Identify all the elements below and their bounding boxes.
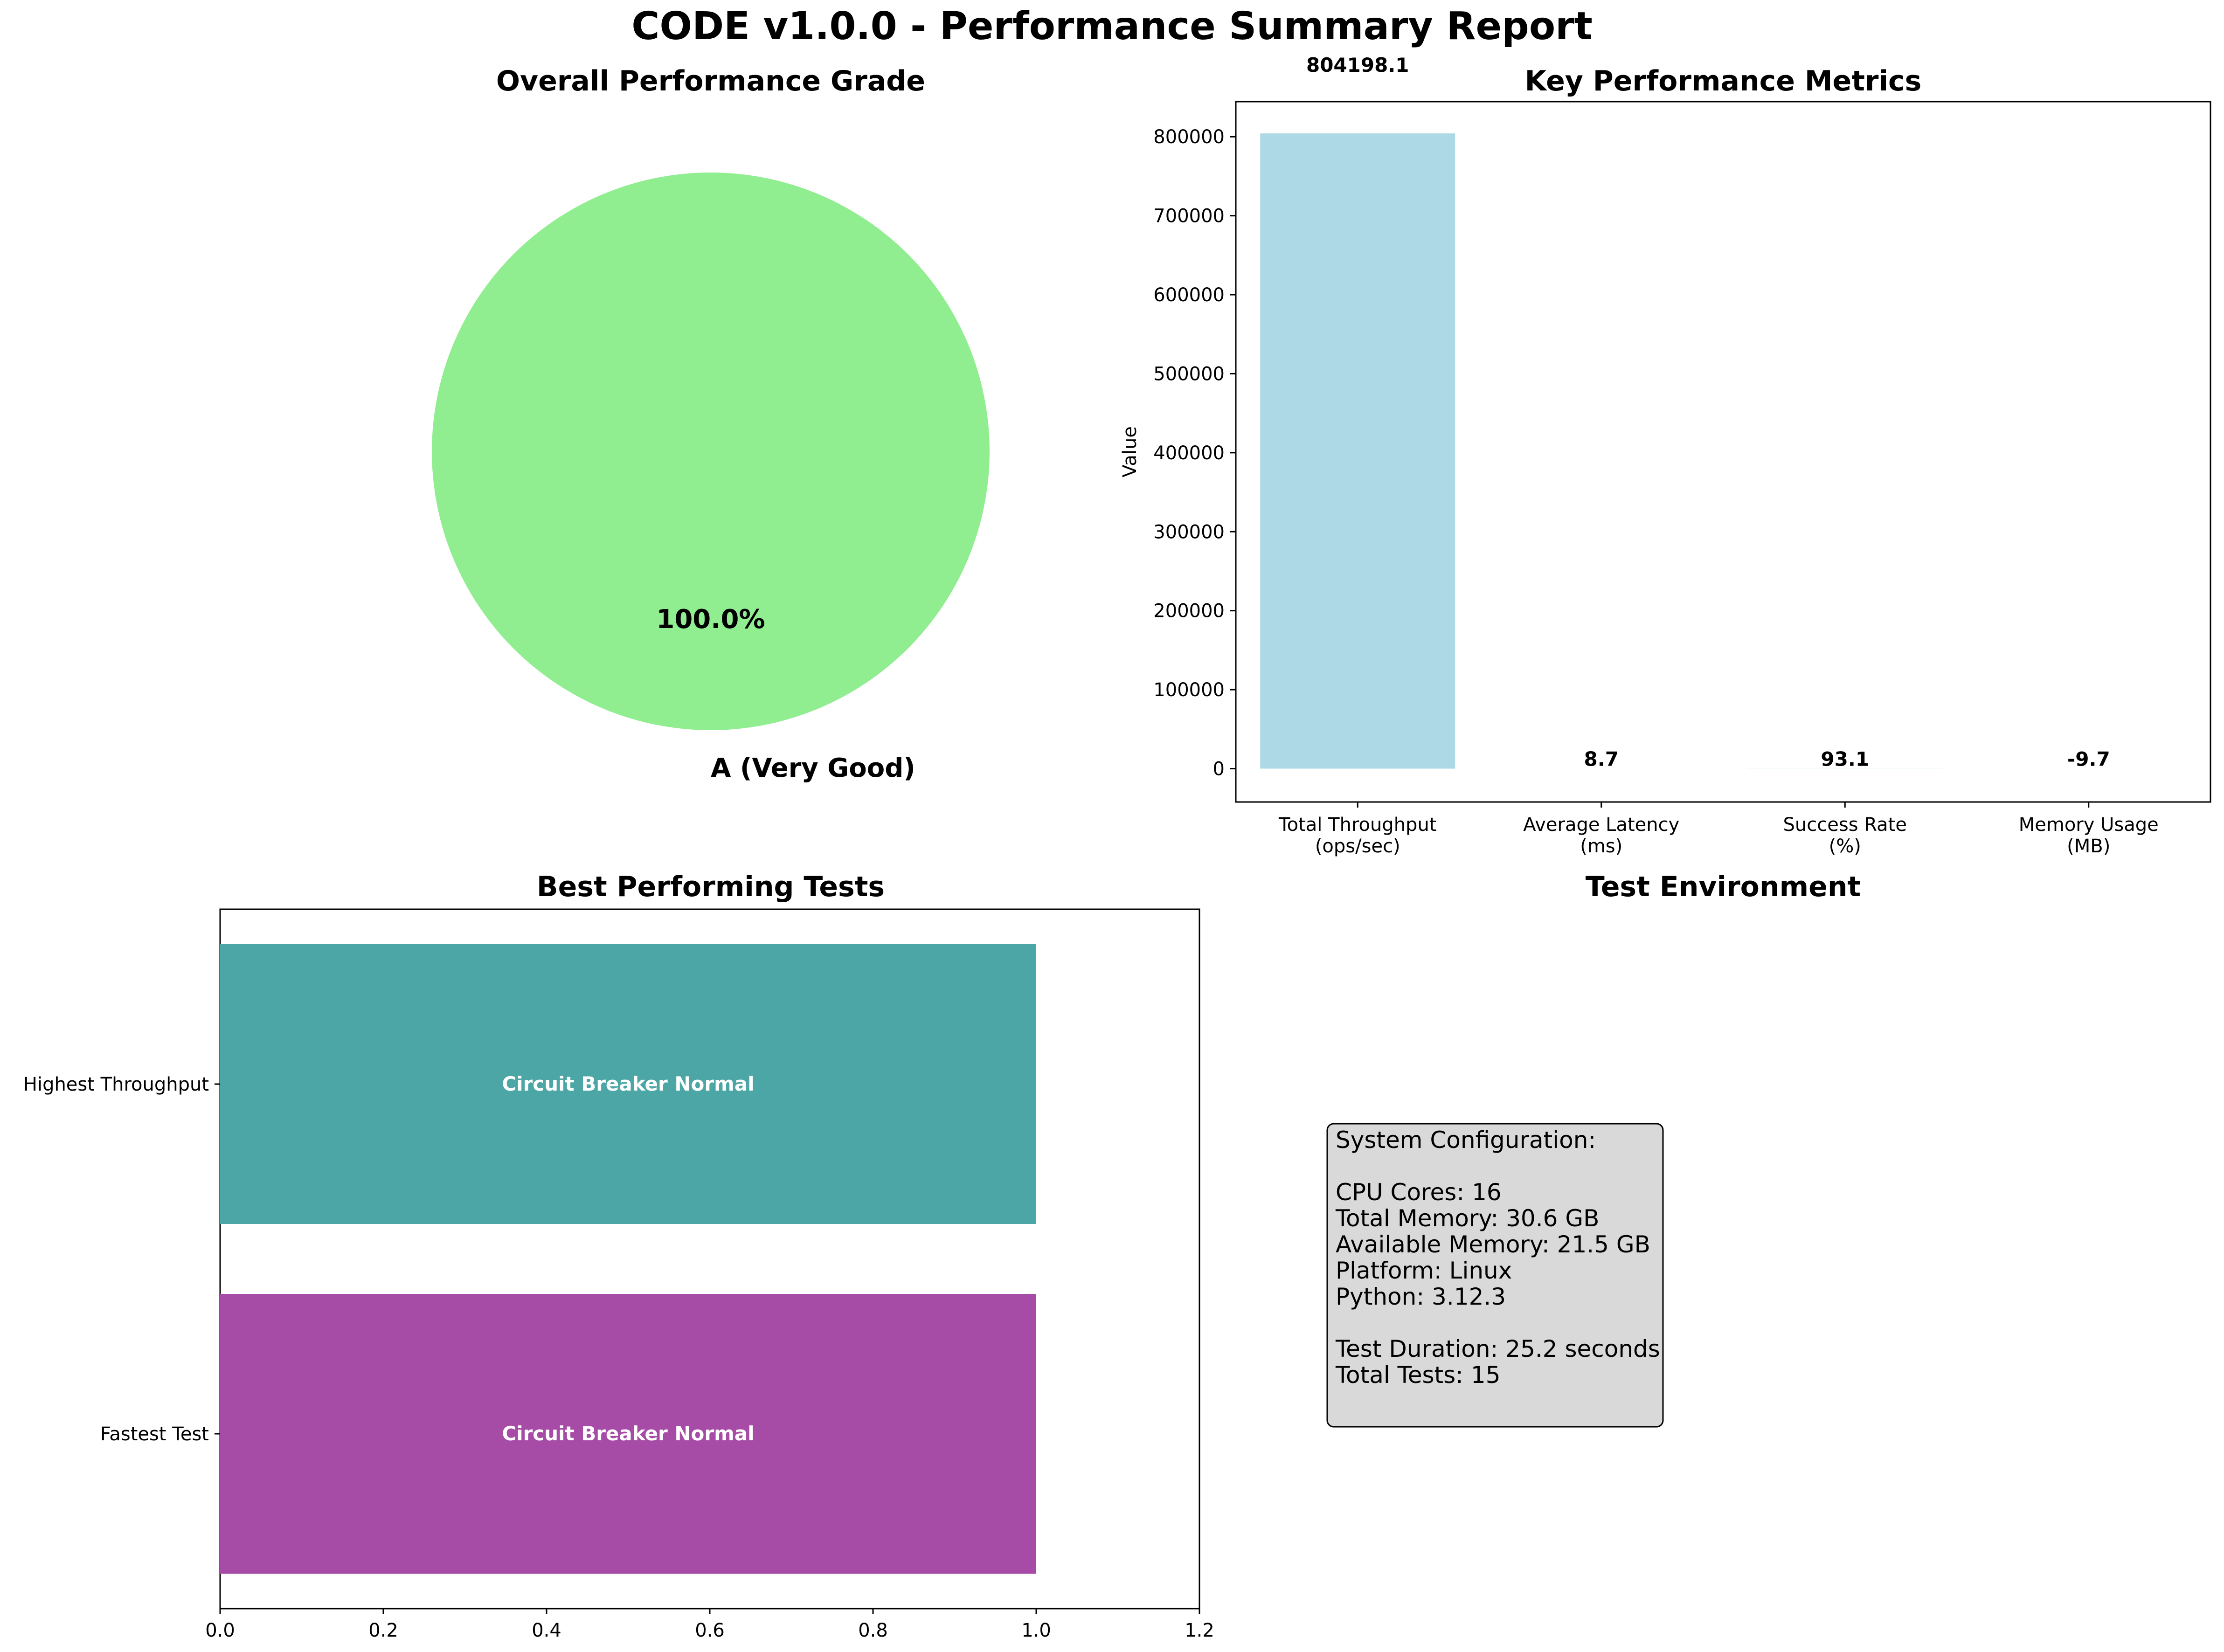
best-tests-x-tick-label: 0.2: [368, 1620, 398, 1641]
best-tests-bar: [220, 944, 1036, 1224]
best-tests-bar-label: Circuit Breaker Normal: [502, 1422, 754, 1445]
pie-pct-label: 100.0%: [656, 604, 765, 635]
metrics-bar-chart-panel: Key Performance Metrics Value 0 100000 200…: [1119, 54, 2211, 857]
environment-line: System Configuration:: [1336, 1127, 1596, 1154]
environment-line: Platform: Linux: [1336, 1257, 1512, 1284]
best-tests-x-tick-label: 1.2: [1185, 1620, 1214, 1641]
environment-line: Test Duration: 25.2 seconds: [1335, 1335, 1660, 1362]
environment-line: Available Memory: 21.5 GB: [1336, 1231, 1650, 1258]
best-tests-x-tick-label: 0.0: [205, 1620, 235, 1641]
best-tests-x-tick-label: 0.8: [858, 1620, 888, 1641]
metrics-plot-frame: [1235, 101, 2211, 803]
metrics-bar-value-label: -9.7: [2067, 747, 2110, 770]
pie-chart-title: Overall Performance Grade: [496, 65, 925, 97]
best-tests-x-tick-label: 1.0: [1021, 1620, 1051, 1641]
best-tests-y-tick-label: Highest Throughput: [23, 1074, 209, 1095]
test-environment-panel: Test Environment System Configuration: CP…: [1326, 871, 1861, 1428]
metrics-y-tick-label: 100000: [1153, 679, 1225, 701]
metrics-bar: [1260, 133, 1455, 769]
metrics-y-axis-label: Value: [1119, 426, 1141, 477]
metrics-x-tick-label: Memory Usage (MB): [2019, 814, 2159, 857]
report-title: CODE v1.0.0 - Performance Summary Report: [631, 4, 1593, 48]
best-tests-bar: [220, 1294, 1036, 1574]
metrics-bar-value-label: 804198.1: [1306, 54, 1409, 76]
metrics-y-tick-label: 700000: [1153, 206, 1225, 227]
metrics-x-tick-label: Success Rate (%): [1783, 814, 1907, 857]
best-tests-y-tick-label: Fastest Test: [100, 1424, 209, 1445]
best-tests-bar-label: Circuit Breaker Normal: [502, 1072, 754, 1095]
best-tests-x-tick-label: 0.6: [695, 1620, 725, 1641]
best-tests-chart-title: Best Performing Tests: [537, 871, 885, 903]
environment-line: Python: 3.12.3: [1336, 1283, 1506, 1310]
metrics-y-tick-label: 400000: [1153, 442, 1225, 464]
environment-line: Total Tests: 15: [1335, 1362, 1501, 1389]
metrics-y-tick-label: 500000: [1153, 363, 1225, 385]
metrics-y-tick-label: 800000: [1153, 126, 1225, 148]
best-tests-chart-panel: Best Performing Tests 0.0 0.2 0.4 0.6 0.8 1.0…: [23, 871, 1214, 1641]
metrics-x-tick-label: Total Throughput (ops/sec): [1278, 814, 1436, 857]
environment-line: Total Memory: 30.6 GB: [1335, 1205, 1599, 1232]
environment-line: CPU Cores: 16: [1336, 1179, 1502, 1206]
metrics-y-tick-label: 200000: [1153, 601, 1225, 622]
pie-chart-panel: Overall Performance Grade 100.0% A (Very …: [432, 65, 990, 783]
metrics-chart-title: Key Performance Metrics: [1525, 65, 1922, 97]
test-environment-title: Test Environment: [1586, 871, 1861, 903]
environment-info-box: [1326, 1123, 1664, 1428]
metrics-bar-value-label: 8.7: [1584, 747, 1619, 770]
metrics-y-tick-label: 0: [1213, 758, 1225, 780]
pie-slice-label: A (Very Good): [711, 753, 915, 783]
best-tests-x-tick-label: 0.4: [532, 1620, 561, 1641]
pie-slice: [432, 173, 990, 730]
metrics-x-tick-label: Average Latency (ms): [1523, 814, 1679, 857]
metrics-y-tick-label: 300000: [1153, 521, 1225, 543]
metrics-y-tick-label: 600000: [1153, 284, 1225, 306]
metrics-bar-value-label: 93.1: [1821, 747, 1869, 770]
